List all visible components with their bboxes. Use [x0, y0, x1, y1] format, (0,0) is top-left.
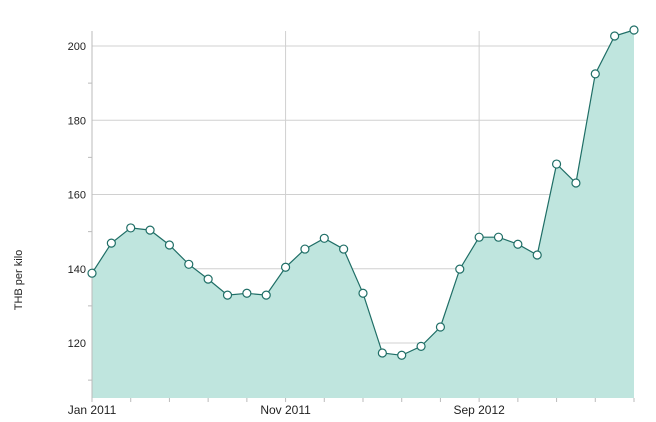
axes: 120 140 160 180 200 Jan 2011 Nov 2011 Sep 2012	[68, 31, 635, 417]
data-point	[300, 244, 310, 254]
data-point	[513, 239, 523, 249]
data-point	[242, 288, 252, 298]
y-tick-label: 180	[68, 115, 86, 127]
data-point	[319, 233, 329, 243]
data-point	[339, 244, 349, 254]
data-point	[474, 232, 484, 242]
data-point	[87, 268, 97, 278]
data-point	[416, 341, 426, 351]
data-point	[261, 290, 271, 300]
data-point	[203, 274, 213, 284]
x-tick-label: Jan 2011	[68, 403, 117, 417]
data-point	[493, 232, 504, 242]
data-point	[455, 264, 465, 274]
data-point	[164, 240, 175, 250]
y-tick-label: 160	[68, 190, 86, 202]
y-tick-label: 120	[68, 338, 86, 350]
data-point	[222, 290, 233, 300]
data-point	[184, 259, 194, 269]
data-point	[590, 69, 600, 79]
data-point	[126, 223, 136, 233]
area-fill	[92, 30, 634, 398]
data-point	[435, 322, 446, 332]
data-point	[145, 225, 155, 235]
data-point	[377, 348, 387, 358]
data-point	[629, 25, 639, 35]
data-point	[280, 262, 291, 272]
data-point	[397, 350, 407, 360]
data-point	[532, 250, 542, 260]
y-tick-label: 200	[68, 41, 86, 53]
data-points	[87, 25, 639, 360]
x-tick-label: Nov 2011	[260, 403, 311, 417]
data-point	[571, 178, 581, 188]
x-tick-label: Sep 2012	[453, 403, 505, 417]
y-axis-label: THB per kilo	[13, 250, 25, 311]
data-point	[551, 159, 562, 169]
data-point	[358, 288, 368, 298]
y-tick-label: 140	[68, 264, 86, 276]
data-point	[610, 31, 620, 41]
data-point	[106, 238, 116, 248]
